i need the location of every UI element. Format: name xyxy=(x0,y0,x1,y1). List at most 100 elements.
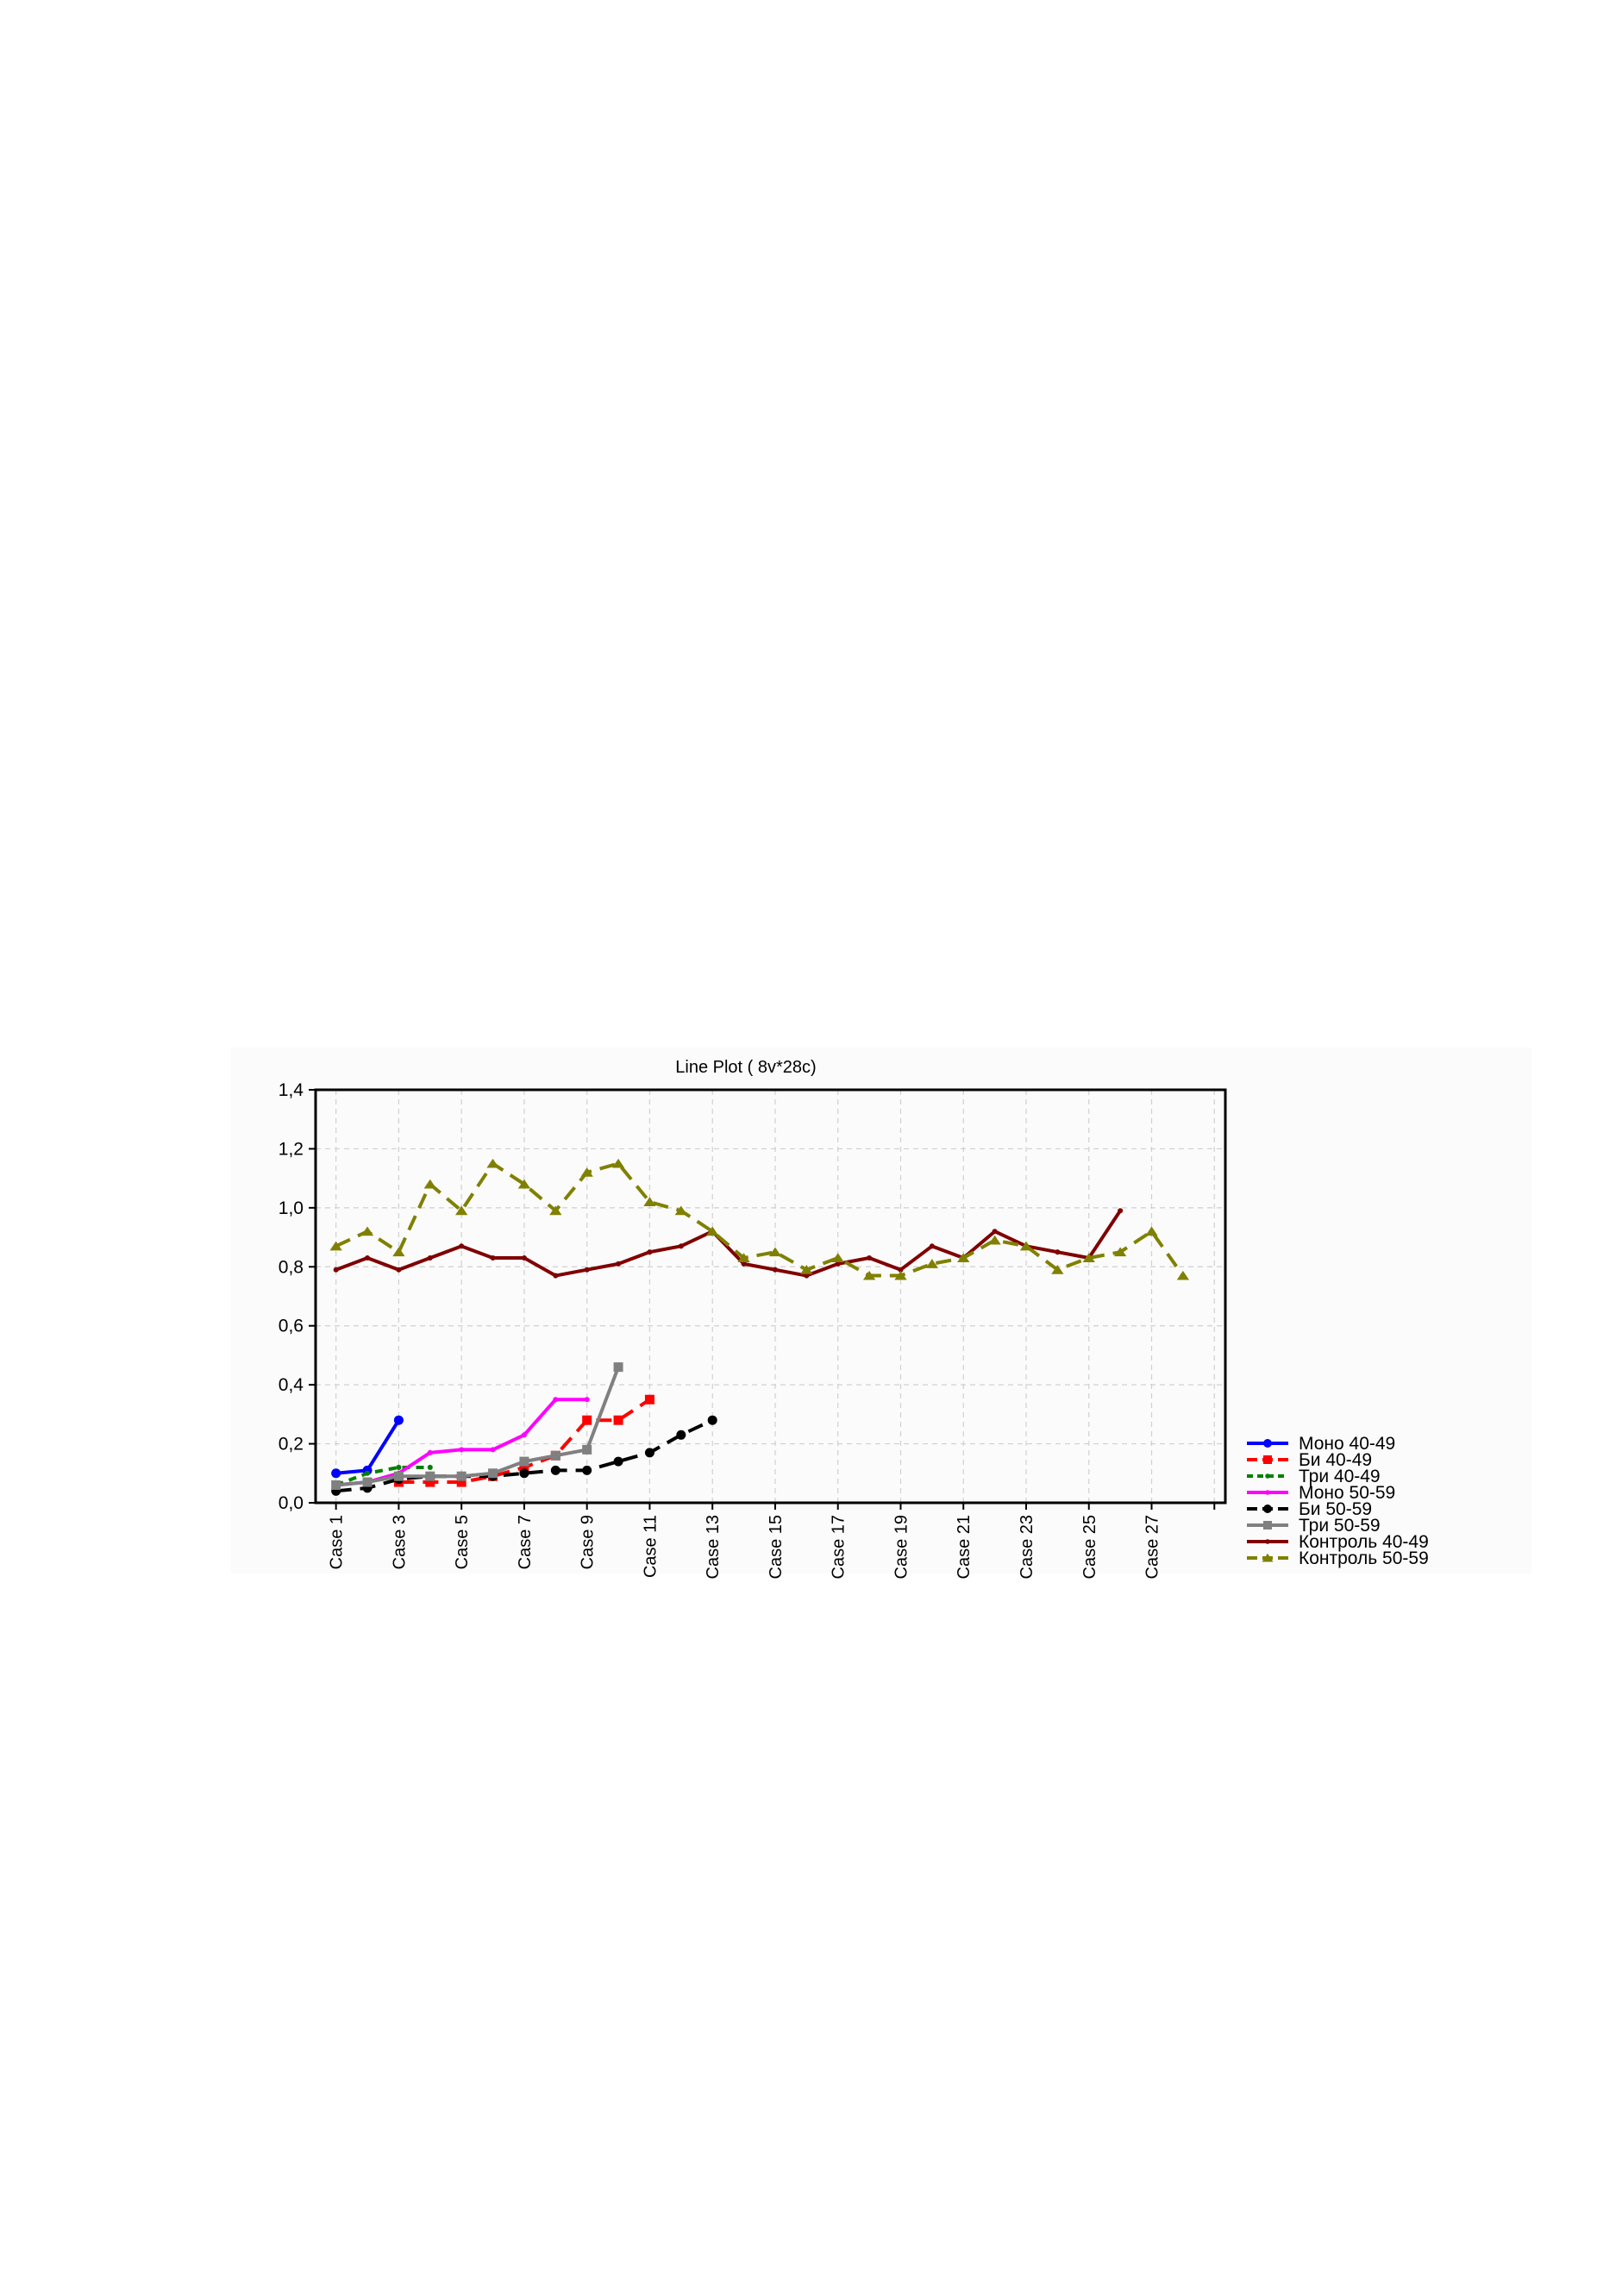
data-point xyxy=(584,1397,590,1403)
data-point xyxy=(929,1243,935,1249)
data-point xyxy=(613,1415,623,1425)
x-tick-label: Case 9 xyxy=(579,1515,598,1569)
data-point xyxy=(613,1362,623,1373)
chart-title: Line Plot ( 8v*28c) xyxy=(675,1058,816,1077)
y-tick-label: 0,2 xyxy=(279,1435,304,1455)
data-point xyxy=(582,1415,592,1425)
data-point xyxy=(331,1468,341,1479)
data-point xyxy=(616,1261,622,1267)
data-point xyxy=(737,1253,750,1263)
x-tick-label: Case 27 xyxy=(1143,1515,1162,1580)
x-tick-label: Case 11 xyxy=(641,1515,660,1578)
legend-entry: Контроль 40-49 xyxy=(1247,1532,1429,1552)
x-tick-label: Case 5 xyxy=(453,1515,472,1569)
data-point xyxy=(862,1270,876,1280)
y-tick-label: 0,4 xyxy=(279,1375,304,1395)
data-point xyxy=(393,1471,404,1481)
data-point xyxy=(772,1267,778,1273)
y-tick-label: 1,4 xyxy=(279,1080,304,1100)
data-point xyxy=(1082,1253,1095,1263)
data-point xyxy=(1265,1473,1270,1479)
data-point xyxy=(490,1254,496,1261)
data-point xyxy=(427,1449,433,1455)
data-point xyxy=(804,1273,810,1279)
legend-entry: Моно 40-49 xyxy=(1247,1434,1395,1454)
x-tick-label: Case 13 xyxy=(704,1515,723,1580)
axis-layer: 0,0 0,2 0,4 0,6 0,8 1,0 1,2 1,4 Case 1 Case 3 Case… xyxy=(279,1080,1216,1580)
series-layer xyxy=(329,1158,1190,1496)
data-point xyxy=(611,1158,625,1168)
data-point xyxy=(613,1456,623,1467)
data-point xyxy=(553,1273,559,1279)
data-point xyxy=(456,1477,467,1487)
data-point xyxy=(925,1259,939,1268)
legend-label: Моно 50-59 xyxy=(1299,1483,1395,1503)
data-point xyxy=(1118,1208,1124,1214)
data-point xyxy=(1055,1249,1061,1255)
data-point xyxy=(427,1254,433,1261)
x-tick-label: Case 1 xyxy=(328,1515,347,1569)
legend-entry: Контроль 50-59 xyxy=(1247,1548,1429,1568)
legend-label: Контроль 50-59 xyxy=(1299,1548,1429,1568)
data-point xyxy=(894,1270,907,1280)
data-point xyxy=(1019,1241,1033,1251)
data-point xyxy=(1263,1521,1272,1530)
y-tick-label: 0,8 xyxy=(279,1257,304,1277)
data-point xyxy=(1265,1539,1270,1544)
y-tick-label: 1,2 xyxy=(279,1139,304,1159)
data-point xyxy=(333,1267,339,1273)
data-point xyxy=(580,1167,593,1177)
x-tick-label: Case 25 xyxy=(1080,1515,1099,1580)
data-point xyxy=(459,1447,465,1453)
plot-frame xyxy=(314,1088,1227,1505)
data-point xyxy=(553,1397,559,1403)
y-tick-label: 0,0 xyxy=(279,1493,304,1513)
data-point xyxy=(365,1470,371,1476)
data-point xyxy=(331,1480,341,1490)
data-point xyxy=(396,1267,402,1273)
data-point xyxy=(488,1468,498,1479)
x-tick-label: Case 15 xyxy=(767,1515,786,1580)
legend-entry: Три 50-59 xyxy=(1247,1516,1381,1536)
data-point xyxy=(644,1448,654,1458)
series-line xyxy=(335,1210,1122,1278)
data-point xyxy=(647,1249,653,1255)
data-point xyxy=(423,1179,436,1189)
data-point xyxy=(490,1447,496,1453)
data-point xyxy=(678,1243,684,1249)
data-point xyxy=(867,1254,873,1261)
data-point xyxy=(455,1205,468,1216)
x-tick-label: Case 19 xyxy=(892,1515,911,1580)
series-line xyxy=(335,1366,620,1487)
data-point xyxy=(425,1477,435,1487)
chart-panel xyxy=(231,1048,1531,1573)
data-point xyxy=(741,1261,747,1267)
data-point xyxy=(486,1158,499,1168)
data-point xyxy=(988,1235,1001,1245)
data-point xyxy=(957,1253,970,1263)
series-line xyxy=(335,1161,1185,1278)
data-point xyxy=(519,1462,529,1473)
legend-label: Три 50-59 xyxy=(1299,1516,1381,1536)
data-point xyxy=(550,1450,560,1461)
series-line xyxy=(335,1465,430,1487)
data-point xyxy=(425,1471,435,1481)
data-point xyxy=(582,1465,592,1475)
data-point xyxy=(517,1179,531,1189)
data-point xyxy=(521,1432,527,1438)
x-tick-label: Case 17 xyxy=(830,1515,849,1580)
data-point xyxy=(676,1430,686,1440)
legend-entry: Би 50-59 xyxy=(1247,1499,1372,1519)
data-point xyxy=(831,1253,844,1263)
data-point xyxy=(644,1394,654,1405)
data-point xyxy=(393,1415,404,1425)
legend-label: Би 50-59 xyxy=(1299,1499,1372,1519)
data-point xyxy=(427,1464,433,1470)
series-Контроль 40-49 xyxy=(333,1208,1124,1279)
data-point xyxy=(1263,1505,1272,1513)
legend-label: Контроль 40-49 xyxy=(1299,1532,1429,1552)
data-point xyxy=(1263,1439,1272,1448)
data-point xyxy=(1265,1490,1270,1495)
data-point xyxy=(392,1247,405,1257)
